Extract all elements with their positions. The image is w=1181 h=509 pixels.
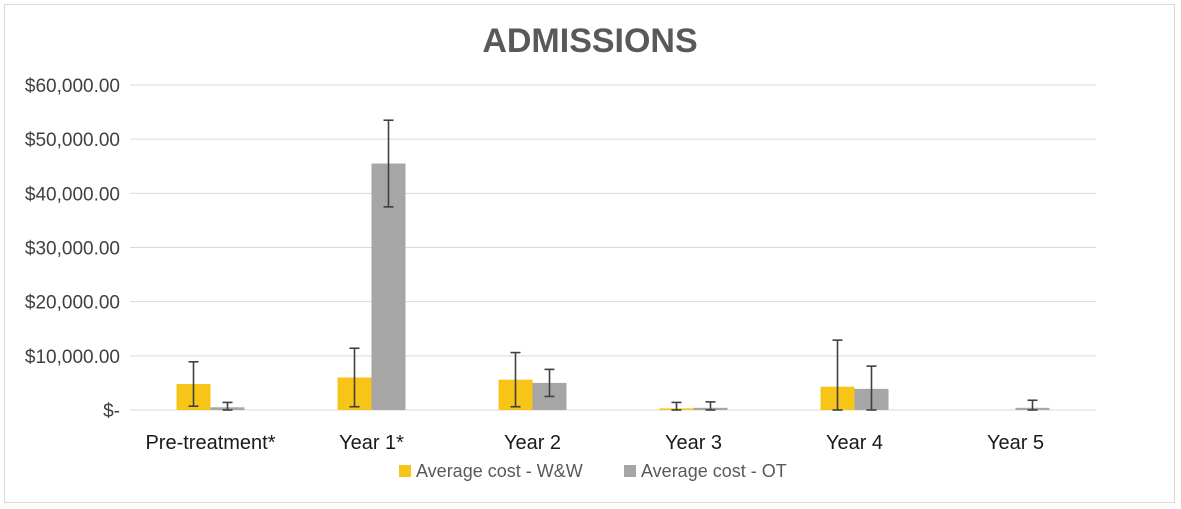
y-axis-ticks: $- $10,000.00 $20,000.00 $30,000.00 $40,000.…	[25, 76, 120, 422]
x-tick-label: Pre-treatment*	[145, 432, 275, 454]
y-tick-label: $10,000.00	[25, 347, 120, 368]
chart-frame	[4, 4, 1175, 503]
error-bar	[866, 365, 877, 411]
error-bar	[671, 401, 682, 411]
error-bar	[1027, 399, 1038, 411]
error-bar	[188, 360, 199, 408]
error-bar	[832, 339, 843, 411]
y-tick-label: $50,000.00	[25, 130, 120, 151]
y-tick-label: $40,000.00	[25, 184, 120, 205]
legend-swatch	[624, 465, 636, 477]
legend-item: Average cost - W&W	[399, 461, 583, 481]
x-axis-ticks: Pre-treatment* Year 1* Year 2 Year 3 Year 4 Y…	[145, 432, 1044, 454]
error-bars	[188, 119, 1038, 411]
legend-swatch	[399, 465, 411, 477]
y-tick-label: $30,000.00	[25, 239, 120, 260]
x-tick-label: Year 4	[826, 432, 883, 454]
legend: Average cost - W&W Average cost - OT	[399, 461, 787, 481]
x-tick-label: Year 5	[987, 432, 1044, 454]
y-tick-label: $-	[103, 401, 120, 422]
legend-label: Average cost - OT	[641, 461, 787, 481]
legend-item: Average cost - OT	[624, 461, 787, 481]
error-bar	[510, 351, 521, 408]
bars	[176, 163, 1050, 410]
legend-label: Average cost - W&W	[416, 461, 583, 481]
chart-title: ADMISSIONS	[482, 22, 697, 60]
error-bar	[349, 347, 360, 408]
error-bar	[222, 401, 233, 411]
x-tick-label: Year 1*	[339, 432, 404, 454]
error-bar	[705, 401, 716, 411]
x-tick-label: Year 3	[665, 432, 722, 454]
gridlines	[130, 84, 1096, 411]
error-bar	[383, 119, 394, 208]
y-tick-label: $60,000.00	[25, 76, 120, 97]
y-tick-label: $20,000.00	[25, 293, 120, 314]
x-tick-label: Year 2	[504, 432, 561, 454]
error-bar	[544, 368, 555, 398]
